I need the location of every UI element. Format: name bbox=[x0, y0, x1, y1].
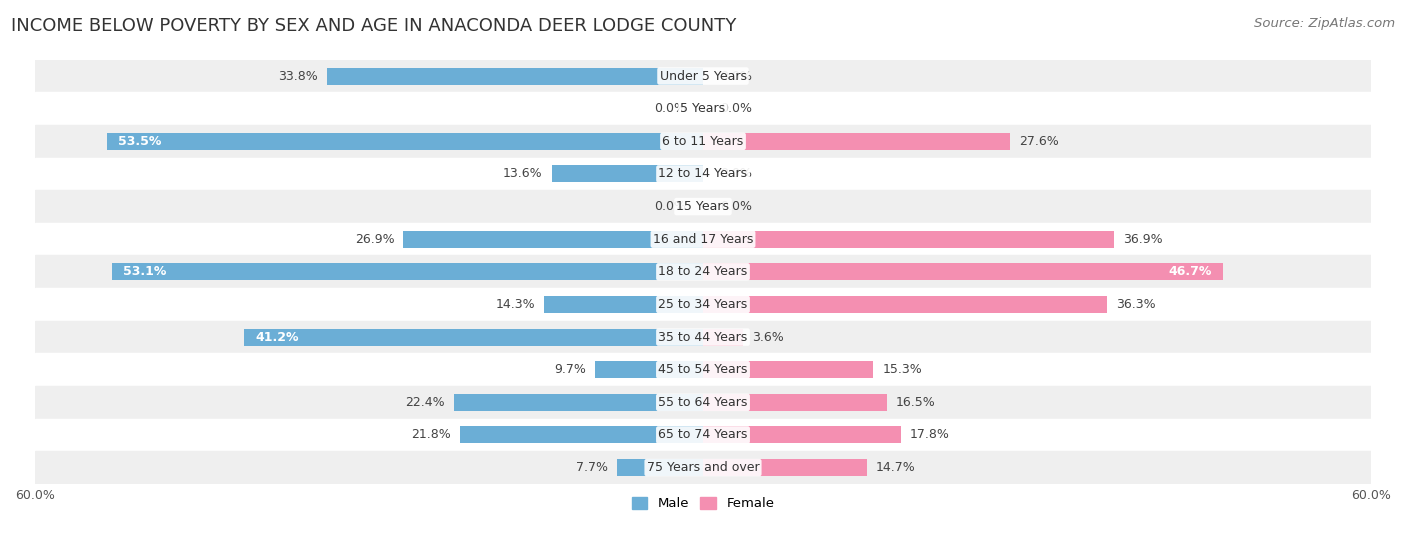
Bar bbox=[551, 165, 703, 182]
Text: 33.8%: 33.8% bbox=[278, 69, 318, 83]
Bar bbox=[35, 125, 1371, 158]
Text: 14.3%: 14.3% bbox=[495, 298, 534, 311]
Text: 25 to 34 Years: 25 to 34 Years bbox=[658, 298, 748, 311]
Text: 16.5%: 16.5% bbox=[896, 396, 935, 409]
Text: 21.8%: 21.8% bbox=[412, 428, 451, 442]
Text: 27.6%: 27.6% bbox=[1019, 135, 1059, 148]
Bar bbox=[703, 329, 744, 345]
Text: 16 and 17 Years: 16 and 17 Years bbox=[652, 233, 754, 246]
Bar bbox=[35, 60, 1371, 92]
Text: 12 to 14 Years: 12 to 14 Years bbox=[658, 168, 748, 181]
Bar bbox=[35, 255, 1371, 288]
Text: 0.0%: 0.0% bbox=[720, 168, 752, 181]
Text: 18 to 24 Years: 18 to 24 Years bbox=[658, 266, 748, 278]
Bar bbox=[35, 419, 1371, 451]
Bar bbox=[35, 92, 1371, 125]
Bar bbox=[703, 459, 866, 476]
Bar bbox=[703, 361, 873, 378]
Text: Source: ZipAtlas.com: Source: ZipAtlas.com bbox=[1254, 17, 1395, 30]
Text: INCOME BELOW POVERTY BY SEX AND AGE IN ANACONDA DEER LODGE COUNTY: INCOME BELOW POVERTY BY SEX AND AGE IN A… bbox=[11, 17, 737, 35]
Text: 0.0%: 0.0% bbox=[720, 69, 752, 83]
Text: 3.6%: 3.6% bbox=[752, 330, 783, 344]
Bar bbox=[404, 231, 703, 248]
Bar bbox=[703, 394, 887, 411]
Bar bbox=[111, 263, 703, 280]
Bar bbox=[35, 451, 1371, 484]
Text: 75 Years and over: 75 Years and over bbox=[647, 461, 759, 474]
Text: 53.1%: 53.1% bbox=[122, 266, 166, 278]
Text: Under 5 Years: Under 5 Years bbox=[659, 69, 747, 83]
Bar bbox=[35, 288, 1371, 321]
Text: 5 Years: 5 Years bbox=[681, 102, 725, 115]
Bar bbox=[703, 231, 1114, 248]
Text: 0.0%: 0.0% bbox=[654, 200, 686, 213]
Text: 26.9%: 26.9% bbox=[354, 233, 395, 246]
Text: 15.3%: 15.3% bbox=[882, 363, 922, 376]
Bar bbox=[35, 190, 1371, 223]
Text: 41.2%: 41.2% bbox=[256, 330, 299, 344]
Bar bbox=[35, 353, 1371, 386]
Bar bbox=[454, 394, 703, 411]
Text: 36.3%: 36.3% bbox=[1116, 298, 1156, 311]
Text: 17.8%: 17.8% bbox=[910, 428, 950, 442]
Text: 35 to 44 Years: 35 to 44 Years bbox=[658, 330, 748, 344]
Text: 0.0%: 0.0% bbox=[720, 102, 752, 115]
Text: 7.7%: 7.7% bbox=[576, 461, 609, 474]
Text: 22.4%: 22.4% bbox=[405, 396, 444, 409]
Bar bbox=[544, 296, 703, 313]
Text: 13.6%: 13.6% bbox=[503, 168, 543, 181]
Text: 55 to 64 Years: 55 to 64 Years bbox=[658, 396, 748, 409]
Legend: Male, Female: Male, Female bbox=[626, 491, 780, 515]
Bar bbox=[35, 386, 1371, 419]
Bar bbox=[107, 133, 703, 150]
Bar bbox=[35, 223, 1371, 255]
Bar bbox=[703, 296, 1107, 313]
Text: 6 to 11 Years: 6 to 11 Years bbox=[662, 135, 744, 148]
Bar bbox=[703, 263, 1223, 280]
Bar bbox=[617, 459, 703, 476]
Bar bbox=[35, 158, 1371, 190]
Text: 14.7%: 14.7% bbox=[876, 461, 915, 474]
Bar bbox=[703, 427, 901, 443]
Bar bbox=[595, 361, 703, 378]
Text: 9.7%: 9.7% bbox=[554, 363, 586, 376]
Text: 0.0%: 0.0% bbox=[720, 200, 752, 213]
Text: 36.9%: 36.9% bbox=[1123, 233, 1163, 246]
Text: 15 Years: 15 Years bbox=[676, 200, 730, 213]
Text: 45 to 54 Years: 45 to 54 Years bbox=[658, 363, 748, 376]
Text: 65 to 74 Years: 65 to 74 Years bbox=[658, 428, 748, 442]
Bar bbox=[703, 133, 1011, 150]
Text: 53.5%: 53.5% bbox=[118, 135, 162, 148]
Bar bbox=[35, 321, 1371, 353]
Text: 46.7%: 46.7% bbox=[1168, 266, 1212, 278]
Bar bbox=[460, 427, 703, 443]
Bar bbox=[245, 329, 703, 345]
Bar bbox=[326, 68, 703, 84]
Text: 0.0%: 0.0% bbox=[654, 102, 686, 115]
